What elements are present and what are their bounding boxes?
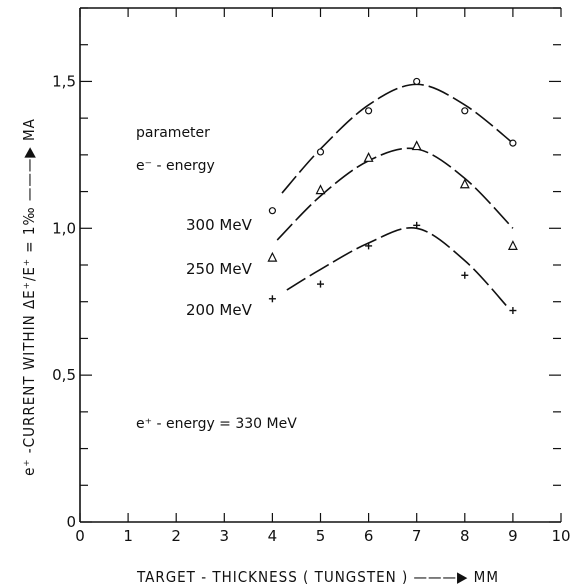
plot-frame-group [79,7,561,523]
annotation-positron-energy: e⁺ - energy = 330 MeV [136,416,297,432]
x-axis-title: TARGET - THICKNESS ( TUNGSTEN ) ———▶ MM [136,568,499,586]
data-point-circle [365,107,373,115]
data-point-circle [268,207,276,215]
data-point-plus [317,280,324,288]
x-tick-label: 4 [268,527,278,545]
annotation-parameter-line1: parameter [136,125,210,141]
data-point-circle [509,139,517,147]
x-tick-label: 10 [551,527,570,545]
x-tick-label: 9 [508,527,518,545]
data-point-circle [461,107,469,115]
series-label-300: 300 MeV [186,216,253,234]
x-tick-label: 6 [364,527,374,545]
y-axis-title: e⁺ -CURRENT WITHIN ΔE⁺/E⁺ = 1‰ ———▶ MA [20,118,38,476]
curves-group [276,83,514,309]
labels-group: parameter e⁻ - energy e⁺ - energy = 330 … [20,118,499,586]
series-curve-300-mev [281,83,514,194]
data-point-triangle [411,140,422,151]
x-tick-label: 5 [316,527,326,545]
data-point-plus [509,307,517,315]
data-point-triangle [315,184,326,195]
markers-group [267,77,518,315]
series-curve-200-mev [286,226,509,309]
x-tick-label: 8 [460,527,470,545]
data-point-triangle [507,240,518,251]
y-tick-label: 1,5 [52,72,76,90]
series-label-200: 200 MeV [186,301,253,319]
x-tick-label: 0 [75,527,85,545]
x-tick-label: 1 [123,527,133,545]
data-point-plus [413,221,421,229]
data-point-plus [461,271,469,279]
data-point-circle [316,148,325,156]
data-point-triangle [267,251,278,262]
x-tick-label: 3 [220,527,230,545]
data-point-circle [413,77,421,86]
series-label-250: 250 MeV [186,260,253,278]
data-point-plus [268,295,276,303]
data-point-triangle [459,178,470,189]
y-tick-label: 1,0 [52,219,76,237]
annotation-parameter-line2: e⁻ - energy [136,158,215,174]
data-point-plus [365,242,373,250]
data-point-triangle [363,151,374,162]
y-tick-label: 0 [66,513,76,531]
x-tick-label: 2 [171,527,181,545]
ticks-group: 0 1 2 3 4 5 6 7 8 9 10 0 0,5 1,0 1,5 [52,7,571,545]
series-curve-250-mev [276,147,514,241]
x-tick-label: 7 [412,527,422,545]
y-tick-label: 0,5 [52,366,76,384]
